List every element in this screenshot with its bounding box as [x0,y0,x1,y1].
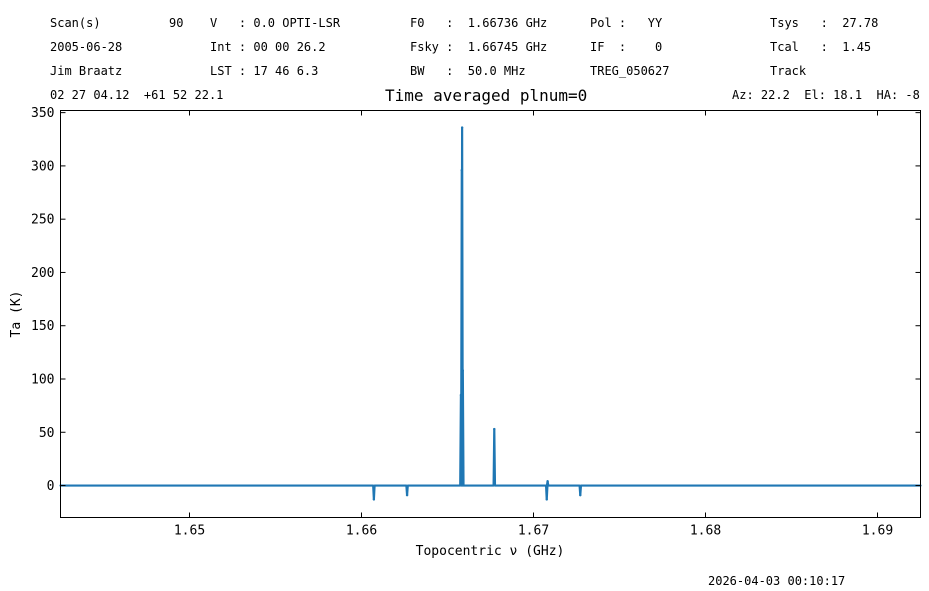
y-tick-label-4: 200 [31,266,54,281]
y-tick-label-3: 150 [31,319,54,334]
header-row-2-col-3: BW : 50.0 MHz [410,64,526,78]
spectrum-feature-point-8 [546,480,549,483]
spectrum-feature-point-7 [545,498,548,501]
x-tick-label-0: 1.65 [174,524,205,539]
spectrum-feature-point-5 [461,369,465,372]
header-row-1-col-2: Int : 00 00 26.2 [210,40,326,54]
header-row-1-col-5: Tcal : 1.45 [770,40,872,54]
az-el-ha: Az: 22.2 El: 18.1 HA: -8 [732,88,920,102]
plot-layer [59,126,922,501]
spectrum-feature-point-9 [579,493,582,497]
spectrum-line [59,126,922,501]
y-tick-label-7: 350 [31,106,54,121]
y-tick-label-2: 100 [31,372,54,387]
header-row-0-col-2: V : 0.0 OPTI-LSR [210,16,341,30]
y-tick-label-5: 250 [31,213,54,228]
plot-frame [60,110,921,518]
header-row-1-col-4: IF : 0 [590,40,663,54]
x-tick-label-4: 1.69 [862,524,893,539]
spectrum-feature-point-2 [459,393,463,397]
footer-timestamp: 2026-04-03 00:10:17 [708,574,846,588]
header-row-0-col-4: Pol : YY [590,16,663,30]
header-row-1-col-3: Fsky : 1.66745 GHz [410,40,548,54]
header-row-0-col-5: Tsys : 27.78 [770,16,879,30]
header-row-0-col-3: F0 : 1.66736 GHz [410,16,548,30]
spectrum-feature-point-1 [405,493,409,497]
ticks-layer: 1.65 1.66 1.67 1.68 1.69 0 50 100 150 200 250 300 35… [31,106,921,539]
header-row-2-col-5: Track [770,64,807,78]
y-tick-label-1: 50 [39,426,55,441]
y-tick-label-0: 0 [47,479,55,494]
spectrum-feature-point-3 [460,168,463,172]
header-row-1-col-0: 2005-06-28 [50,40,123,54]
x-tick-label-2: 1.67 [518,524,549,539]
x-tick-label-1: 1.66 [346,524,377,539]
source-coordinates: 02 27 04.12 +61 52 22.1 [50,88,224,102]
y-tick-label-6: 300 [31,159,54,174]
header-row-0-col-1: 90 [169,16,184,30]
header-row-2-col-0: Jim Braatz [50,64,123,78]
y-axis-label: Ta (K) [9,291,24,338]
header-row-2-col-2: LST : 17 46 6.3 [210,64,319,78]
spectrum-feature-point-6 [493,427,496,431]
header-row-2-col-4: TREG_050627 [590,64,670,78]
spectrum-feature-point-0 [372,498,376,501]
header-row-0-col-0: Scan(s) [50,16,101,30]
chart-title: Time averaged plnum=0 [385,86,588,105]
x-axis-label: Topocentric ν (GHz) [416,544,565,559]
x-tick-label-3: 1.68 [690,524,721,539]
spectrum-feature-point-4 [460,126,464,129]
